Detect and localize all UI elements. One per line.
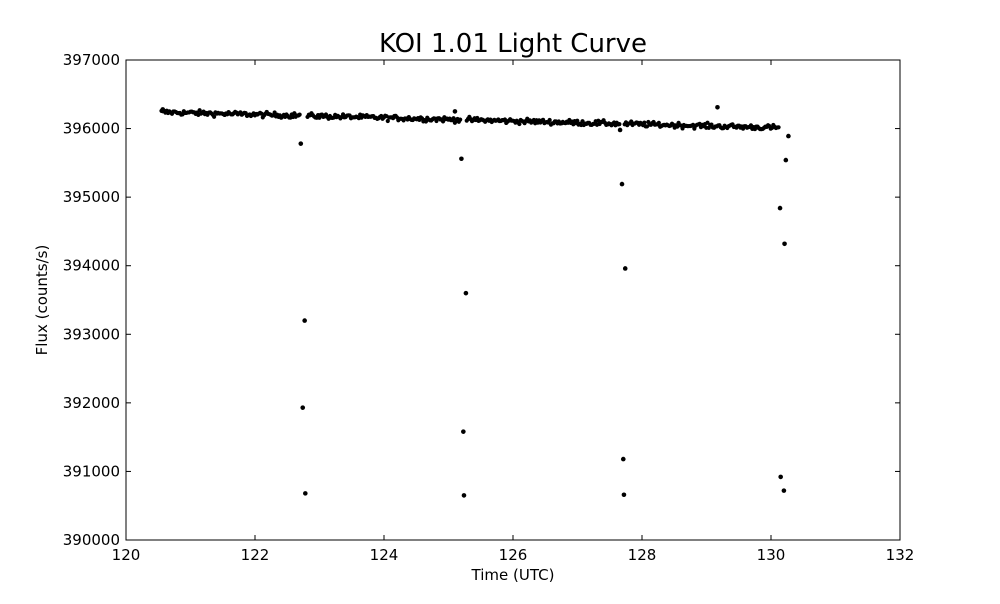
data-point-outlier — [617, 127, 623, 133]
y-axis: 390000 391000 392000 393000 394000 395000 3960… — [63, 51, 900, 549]
data-point — [540, 117, 546, 122]
data-point — [517, 121, 522, 127]
data-point — [385, 118, 390, 124]
y-tick-label: 396000 — [63, 120, 120, 138]
data-point-outlier — [160, 107, 166, 112]
data-point-outlier — [777, 205, 783, 211]
x-tick-label: 124 — [370, 546, 399, 564]
data-point-outlier — [303, 491, 308, 496]
data-point-outlier — [298, 141, 304, 146]
plot-frame — [125, 59, 901, 541]
data-point — [656, 120, 661, 125]
data-point — [680, 126, 685, 131]
data-point — [617, 122, 622, 127]
y-tick-label: 395000 — [63, 188, 120, 206]
plot-area — [159, 105, 791, 498]
x-tick-label: 120 — [112, 546, 141, 564]
data-point — [642, 120, 647, 125]
data-point — [297, 112, 302, 117]
data-point-outlier — [459, 156, 464, 162]
x-tick-label: 132 — [886, 546, 915, 564]
x-axis-label: Time (UTC) — [471, 566, 555, 584]
y-tick-label: 394000 — [63, 257, 120, 275]
data-point-outlier — [461, 493, 467, 498]
data-point-outlier — [619, 181, 625, 187]
data-point-outlier — [463, 290, 469, 296]
data-point-outlier — [778, 474, 783, 480]
data-point-outlier — [452, 109, 458, 114]
data-point-outlier — [620, 456, 626, 462]
data-point-outlier — [715, 105, 720, 110]
x-tick-label: 122 — [241, 546, 270, 564]
data-point-outlier — [461, 429, 466, 434]
data-point — [547, 117, 552, 123]
x-tick-label: 130 — [757, 546, 786, 564]
data-point-outlier — [621, 492, 627, 498]
x-tick-label: 126 — [499, 546, 528, 564]
data-point — [458, 117, 463, 122]
y-tick-label: 390000 — [63, 531, 120, 549]
y-tick-label: 393000 — [63, 325, 120, 343]
data-point-outlier — [781, 488, 787, 493]
x-axis: 120 122 124 126 128 130 132 — [112, 60, 915, 564]
y-tick-label: 397000 — [63, 51, 120, 69]
data-point — [451, 116, 456, 121]
data-point — [212, 114, 217, 119]
data-point — [197, 108, 202, 113]
data-point-outlier — [782, 241, 787, 247]
y-axis-label: Flux (counts/s) — [33, 245, 51, 356]
data-point — [575, 118, 580, 123]
data-point — [776, 125, 781, 130]
x-tick-label: 128 — [628, 546, 657, 564]
y-tick-label: 391000 — [63, 462, 120, 480]
data-point-outlier — [783, 157, 789, 163]
data-point-outlier — [622, 266, 628, 271]
y-tick-label: 392000 — [63, 394, 120, 412]
data-point-outlier — [302, 318, 307, 323]
chart-title: KOI 1.01 Light Curve — [379, 29, 647, 59]
data-point-outlier — [300, 405, 306, 410]
data-point-outlier — [786, 133, 791, 139]
